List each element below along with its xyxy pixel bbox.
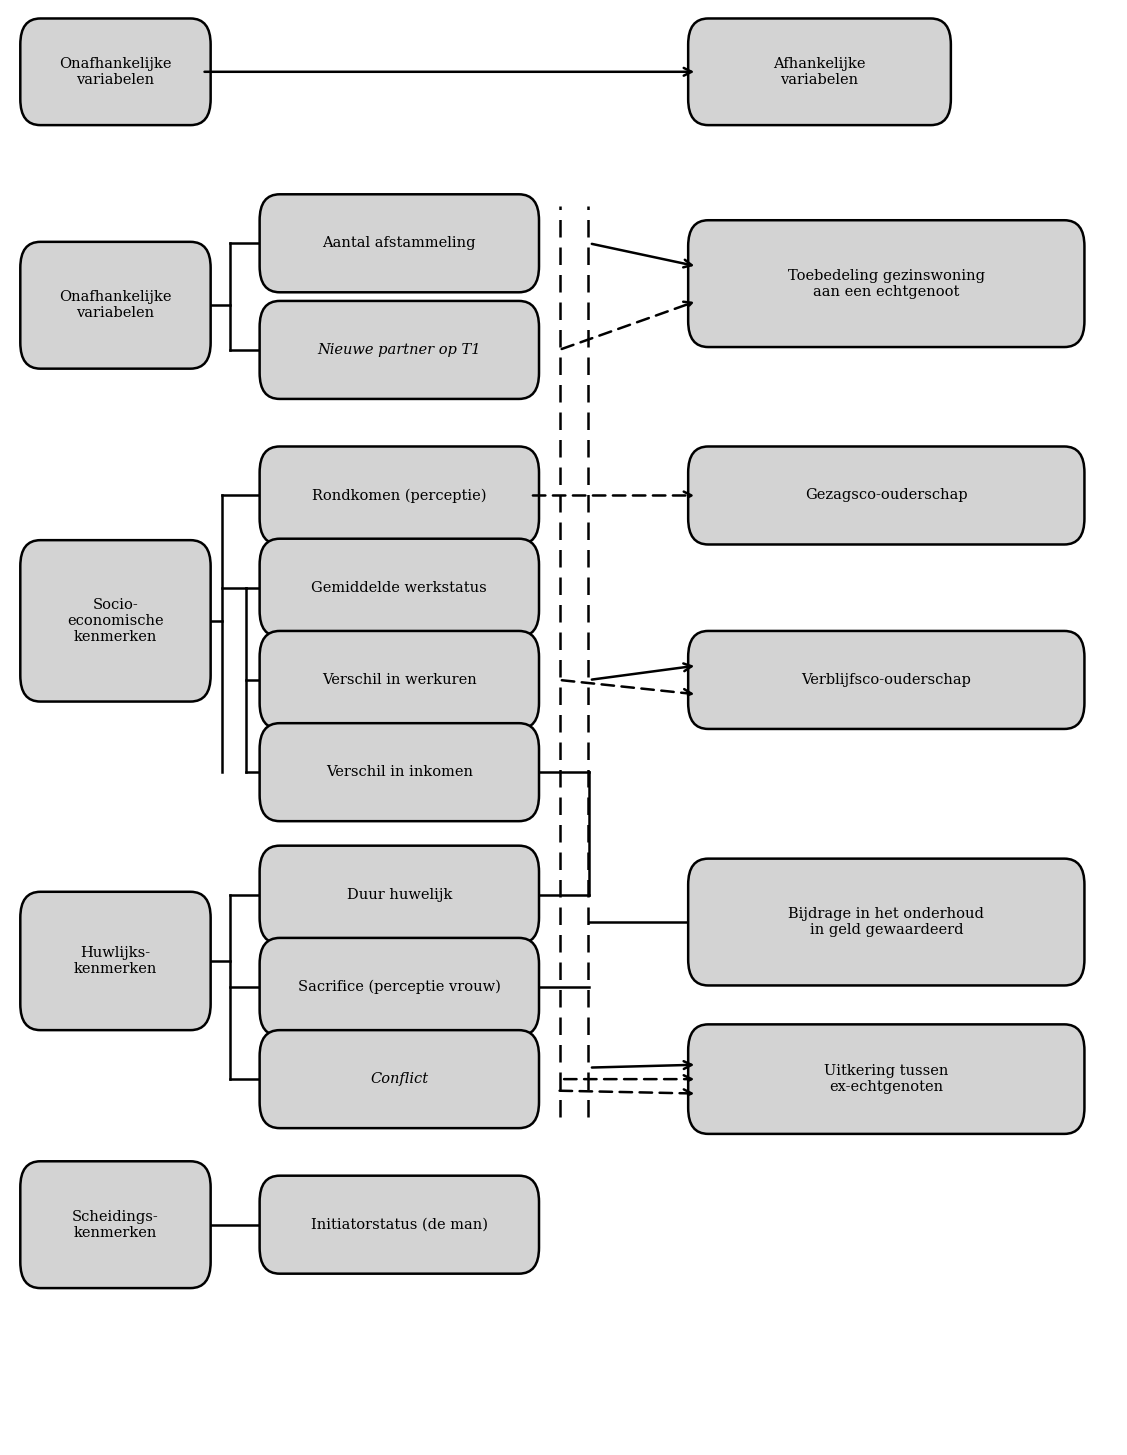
FancyBboxPatch shape — [259, 1030, 539, 1128]
Text: Socio-
economische
kenmerken: Socio- economische kenmerken — [68, 598, 163, 645]
Text: Sacrifice (perceptie vrouw): Sacrifice (perceptie vrouw) — [298, 979, 500, 994]
Text: Onafhankelijke
variabelen: Onafhankelijke variabelen — [60, 290, 171, 320]
Text: Uitkering tussen
ex-echtgenoten: Uitkering tussen ex-echtgenoten — [824, 1064, 949, 1094]
FancyBboxPatch shape — [259, 447, 539, 544]
Text: Onafhankelijke
variabelen: Onafhankelijke variabelen — [60, 57, 171, 87]
Text: Gemiddelde werkstatus: Gemiddelde werkstatus — [311, 581, 487, 595]
FancyBboxPatch shape — [259, 538, 539, 637]
FancyBboxPatch shape — [20, 242, 211, 368]
FancyBboxPatch shape — [259, 938, 539, 1036]
Text: Verblijfsco-ouderschap: Verblijfsco-ouderschap — [801, 674, 971, 687]
Text: Duur huwelijk: Duur huwelijk — [347, 888, 452, 902]
Text: Afhankelijke
variabelen: Afhankelijke variabelen — [773, 57, 866, 87]
Text: Verschil in werkuren: Verschil in werkuren — [322, 674, 477, 687]
Text: Toebedeling gezinswoning
aan een echtgenoot: Toebedeling gezinswoning aan een echtgen… — [788, 269, 985, 298]
Text: Initiatorstatus (de man): Initiatorstatus (de man) — [311, 1218, 488, 1232]
Text: Bijdrage in het onderhoud
in geld gewaardeerd: Bijdrage in het onderhoud in geld gewaar… — [789, 906, 984, 937]
FancyBboxPatch shape — [259, 631, 539, 729]
Text: Gezagsco-ouderschap: Gezagsco-ouderschap — [805, 489, 968, 502]
FancyBboxPatch shape — [689, 1024, 1084, 1133]
FancyBboxPatch shape — [20, 1161, 211, 1288]
Text: Conflict: Conflict — [371, 1072, 428, 1085]
FancyBboxPatch shape — [259, 301, 539, 399]
FancyBboxPatch shape — [689, 220, 1084, 348]
FancyBboxPatch shape — [20, 892, 211, 1030]
FancyBboxPatch shape — [259, 195, 539, 292]
FancyBboxPatch shape — [689, 631, 1084, 729]
Text: Rondkomen (perceptie): Rondkomen (perceptie) — [312, 489, 487, 502]
FancyBboxPatch shape — [689, 858, 1084, 985]
Text: Verschil in inkomen: Verschil in inkomen — [326, 765, 473, 780]
Text: Nieuwe partner op T1: Nieuwe partner op T1 — [318, 343, 481, 356]
FancyBboxPatch shape — [259, 723, 539, 821]
FancyBboxPatch shape — [689, 19, 951, 125]
FancyBboxPatch shape — [259, 1176, 539, 1273]
FancyBboxPatch shape — [20, 19, 211, 125]
Text: Huwlijks-
kenmerken: Huwlijks- kenmerken — [73, 946, 157, 976]
Text: Aantal afstammeling: Aantal afstammeling — [322, 236, 476, 250]
FancyBboxPatch shape — [259, 845, 539, 944]
Text: Scheidings-
kenmerken: Scheidings- kenmerken — [72, 1209, 159, 1240]
FancyBboxPatch shape — [20, 540, 211, 701]
FancyBboxPatch shape — [689, 447, 1084, 544]
